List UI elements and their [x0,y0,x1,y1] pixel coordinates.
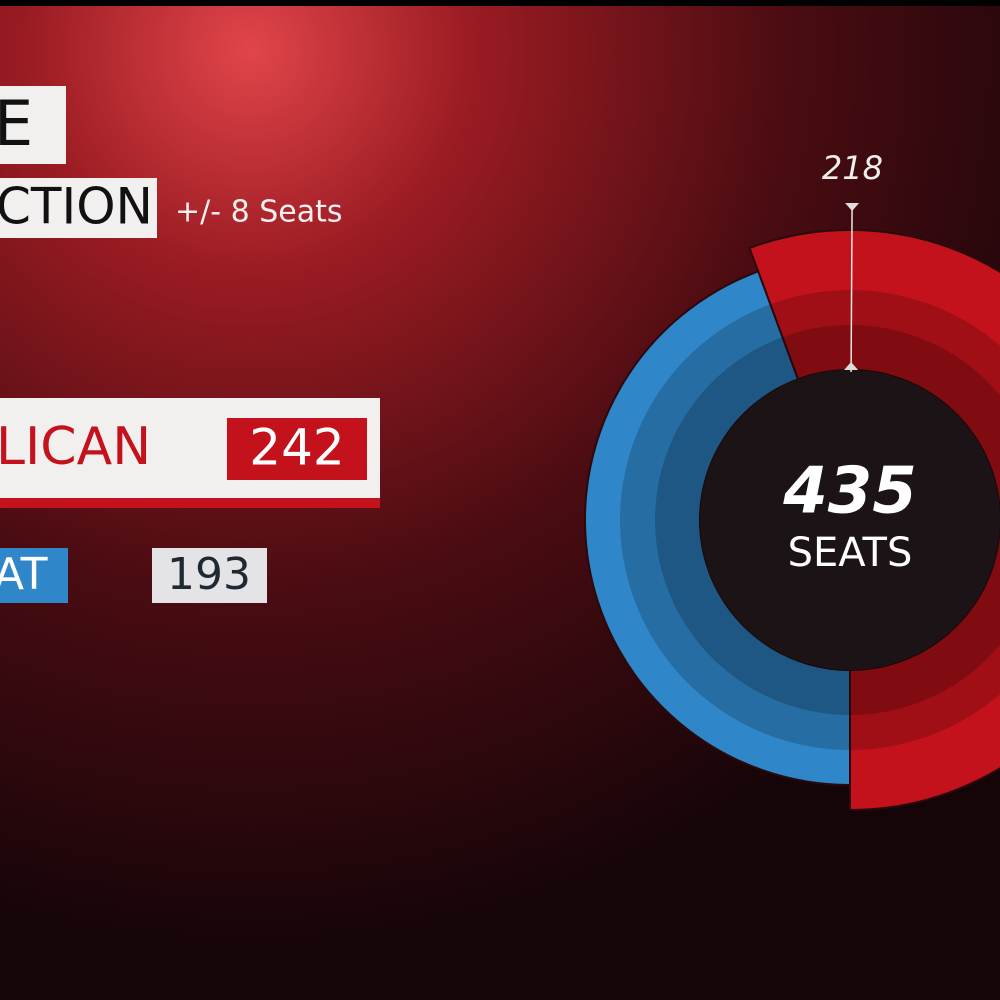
ring-shade [782,325,1000,715]
legend-name: LICAN [0,417,151,477]
legend-value-box [152,548,267,603]
note: +/- 8 Seats [175,195,343,230]
ring-shade [619,304,850,750]
ring-shade [655,337,850,715]
threshold-arrow [844,362,859,371]
center-disc [700,370,1000,670]
threshold-line [850,203,853,373]
total-value: 435 [782,455,917,529]
top-bar [0,0,1000,6]
title: E [0,87,33,160]
legend-stripe [0,498,380,508]
legend-value-box [227,418,367,480]
ring-shade [770,290,1000,750]
legend-value: 242 [249,419,344,477]
total-label: SEATS [788,530,913,576]
title-box [0,86,66,164]
legend-box [0,548,68,603]
subtitle-box [0,178,157,238]
threshold-arrow [845,203,860,212]
legend-value: 193 [167,549,251,600]
legend: LICAN 242 AT 193 [0,398,380,603]
subtitle: CTION [0,178,153,236]
legend-name: AT [0,549,48,600]
threshold-label: 218 [822,149,883,187]
